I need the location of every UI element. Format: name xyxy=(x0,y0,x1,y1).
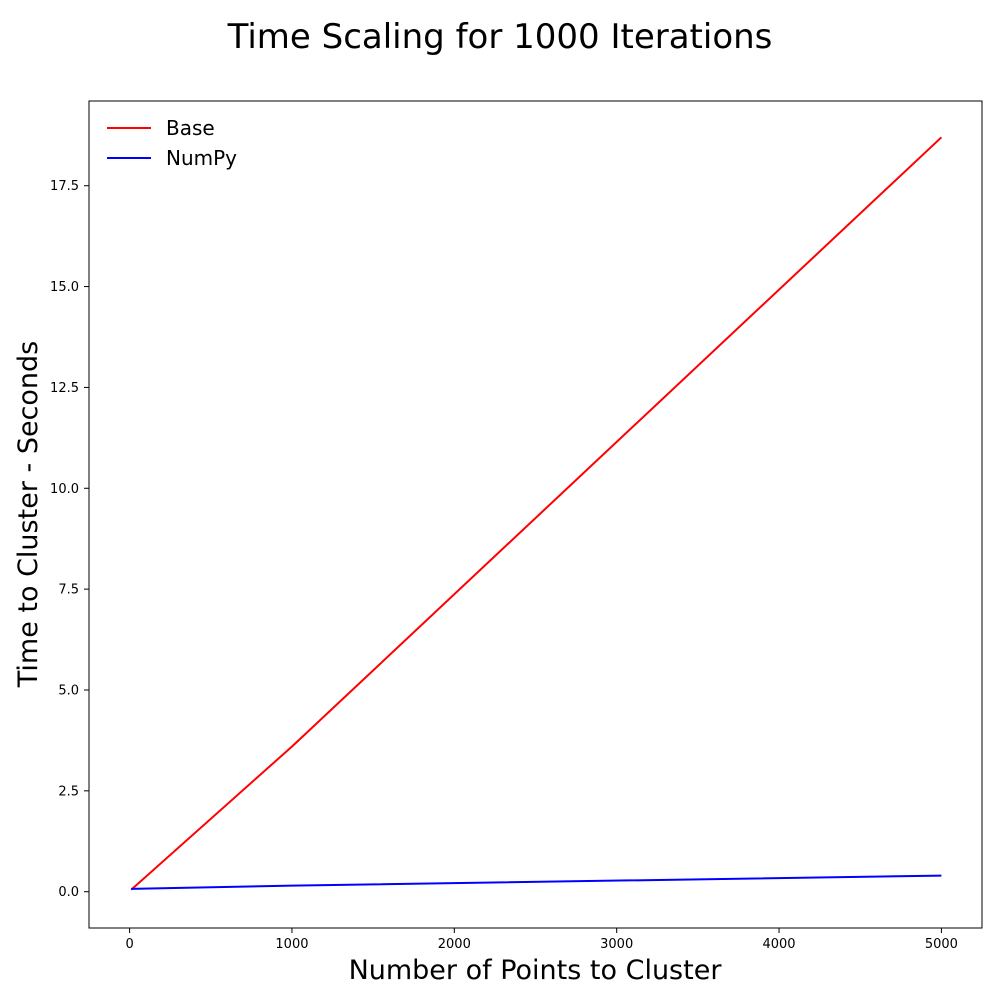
y-axis-label: Time to Cluster - Seconds xyxy=(13,341,44,689)
y-tick-label: 12.5 xyxy=(50,381,79,396)
x-tick-label: 0 xyxy=(125,937,133,952)
y-tick-label: 7.5 xyxy=(58,583,79,598)
series-line-base xyxy=(130,136,943,891)
y-tick-label: 0.0 xyxy=(58,885,79,900)
x-tick-label: 1000 xyxy=(275,937,308,952)
x-tick-label: 5000 xyxy=(925,937,958,952)
y-axis-ticks: 0.0 2.5 5.0 7.5 10.0 12.5 15.0 17.5 xyxy=(50,179,89,900)
legend-label-numpy: NumPy xyxy=(166,146,237,170)
y-tick-label: 2.5 xyxy=(58,784,79,799)
y-tick-label: 10.0 xyxy=(50,482,79,497)
x-tick-label: 3000 xyxy=(600,937,633,952)
x-axis-ticks: 0 1000 2000 3000 4000 5000 xyxy=(125,928,958,952)
x-tick-label: 2000 xyxy=(438,937,471,952)
y-tick-label: 17.5 xyxy=(50,179,79,194)
x-tick-label: 4000 xyxy=(762,937,795,952)
series-lines xyxy=(130,136,943,891)
x-axis-label: Number of Points to Cluster xyxy=(349,955,723,986)
legend-label-base: Base xyxy=(166,116,215,140)
legend: Base NumPy xyxy=(107,116,237,170)
y-tick-label: 5.0 xyxy=(58,683,79,698)
y-tick-label: 15.0 xyxy=(50,280,79,295)
series-line-numpy xyxy=(131,874,942,890)
chart-title: Time Scaling for 1000 Iterations xyxy=(227,17,773,57)
